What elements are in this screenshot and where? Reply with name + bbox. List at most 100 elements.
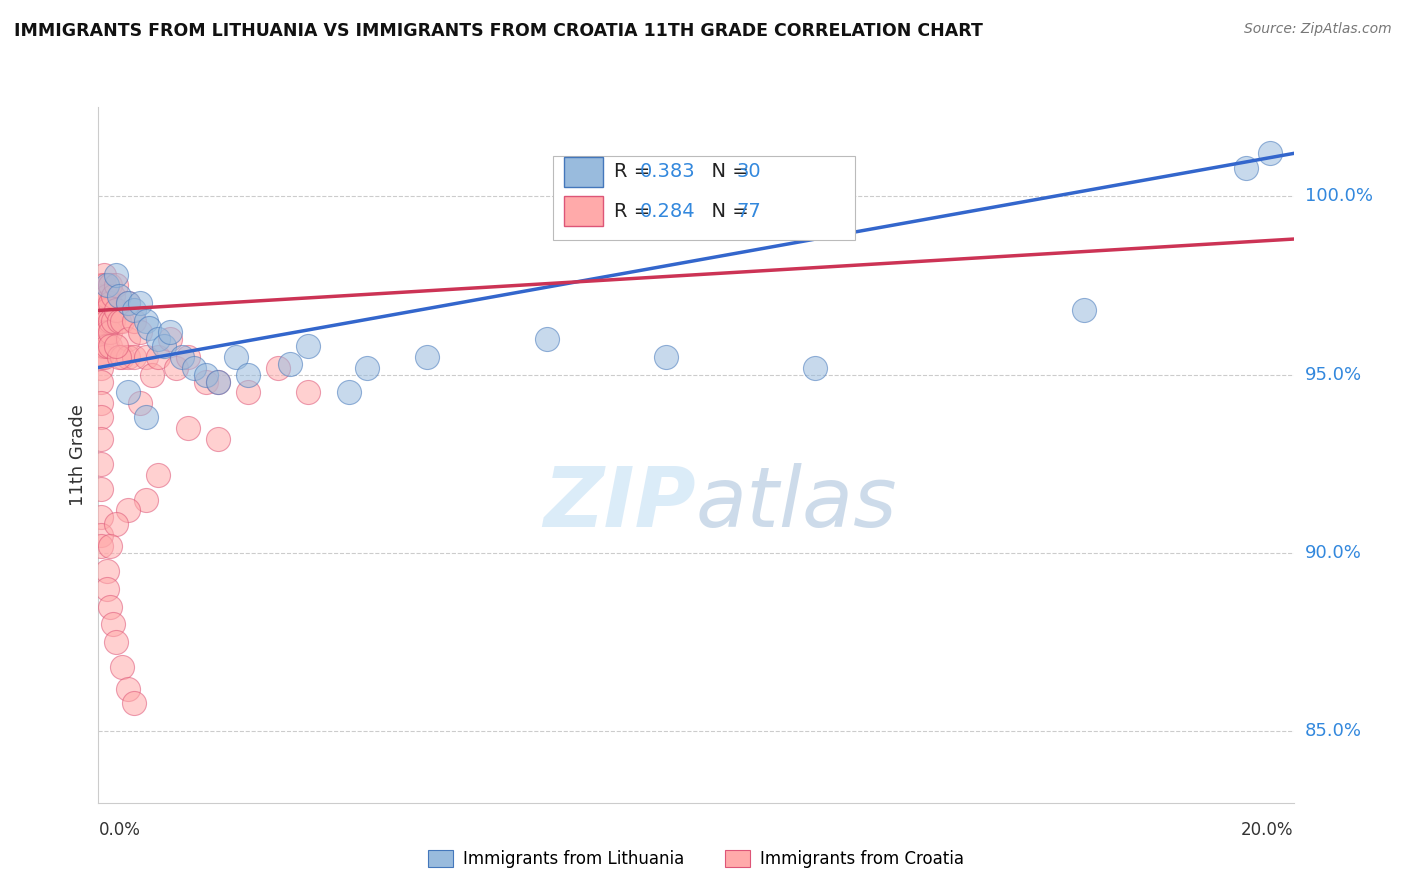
Point bbox=[90, 278, 112, 293]
Point bbox=[165, 360, 187, 375]
Text: N =: N = bbox=[699, 162, 755, 181]
Point bbox=[148, 350, 170, 364]
Point bbox=[105, 635, 128, 649]
Point bbox=[183, 360, 205, 375]
Point bbox=[105, 517, 128, 532]
Point bbox=[96, 303, 118, 318]
Point bbox=[108, 289, 131, 303]
Point bbox=[124, 350, 146, 364]
Point bbox=[96, 582, 118, 596]
Point bbox=[1258, 146, 1281, 161]
Point bbox=[207, 375, 229, 389]
Point bbox=[105, 339, 128, 353]
Point bbox=[111, 314, 134, 328]
Point bbox=[111, 660, 134, 674]
Point bbox=[278, 357, 301, 371]
Text: 30: 30 bbox=[737, 162, 762, 181]
Text: 77: 77 bbox=[737, 202, 762, 220]
Point bbox=[96, 289, 118, 303]
Y-axis label: 11th Grade: 11th Grade bbox=[69, 404, 87, 506]
Text: 85.0%: 85.0% bbox=[1305, 723, 1361, 740]
Point bbox=[536, 332, 558, 346]
Point bbox=[108, 350, 131, 364]
Text: 20.0%: 20.0% bbox=[1241, 821, 1294, 838]
Point bbox=[96, 325, 118, 339]
Point bbox=[207, 432, 229, 446]
Point bbox=[159, 332, 181, 346]
Point bbox=[236, 368, 259, 382]
Point bbox=[90, 482, 112, 496]
Point bbox=[135, 314, 157, 328]
Point bbox=[207, 375, 229, 389]
Point bbox=[655, 350, 678, 364]
Point bbox=[93, 350, 115, 364]
Text: 0.0%: 0.0% bbox=[98, 821, 141, 838]
Text: IMMIGRANTS FROM LITHUANIA VS IMMIGRANTS FROM CROATIA 11TH GRADE CORRELATION CHAR: IMMIGRANTS FROM LITHUANIA VS IMMIGRANTS … bbox=[14, 22, 983, 40]
Point bbox=[90, 432, 112, 446]
Point bbox=[90, 303, 112, 318]
Point bbox=[297, 339, 319, 353]
Point bbox=[93, 339, 115, 353]
Point bbox=[267, 360, 290, 375]
Point bbox=[804, 360, 827, 375]
Point bbox=[117, 681, 139, 696]
Legend: Immigrants from Lithuania, Immigrants from Croatia: Immigrants from Lithuania, Immigrants fr… bbox=[420, 843, 972, 874]
Point bbox=[172, 350, 194, 364]
Point bbox=[90, 457, 112, 471]
Point bbox=[98, 314, 122, 328]
Point bbox=[148, 467, 170, 482]
Point bbox=[135, 492, 157, 507]
Point bbox=[138, 321, 160, 335]
Point bbox=[297, 385, 319, 400]
Point bbox=[194, 375, 218, 389]
Point bbox=[90, 360, 112, 375]
Point bbox=[98, 539, 122, 553]
Point bbox=[90, 510, 112, 524]
Point bbox=[103, 289, 125, 303]
Point bbox=[141, 368, 163, 382]
Point bbox=[90, 396, 112, 410]
Point bbox=[93, 296, 115, 310]
Text: R =: R = bbox=[614, 202, 657, 220]
Point bbox=[90, 375, 112, 389]
Point bbox=[225, 350, 247, 364]
Point bbox=[90, 289, 112, 303]
Point bbox=[90, 339, 112, 353]
Point bbox=[153, 339, 176, 353]
Point bbox=[90, 314, 112, 328]
Point bbox=[90, 410, 112, 425]
Point bbox=[108, 314, 131, 328]
Point bbox=[117, 385, 139, 400]
Point bbox=[96, 564, 118, 578]
Point bbox=[98, 325, 122, 339]
Point bbox=[103, 617, 125, 632]
Point bbox=[356, 360, 378, 375]
Point bbox=[90, 350, 112, 364]
Point bbox=[96, 339, 118, 353]
Point bbox=[117, 296, 139, 310]
Text: ZIP: ZIP bbox=[543, 463, 696, 544]
Point bbox=[90, 539, 112, 553]
Point bbox=[98, 339, 122, 353]
Text: atlas: atlas bbox=[696, 463, 897, 544]
Point bbox=[103, 314, 125, 328]
Point bbox=[124, 303, 146, 318]
Point bbox=[177, 350, 200, 364]
Text: R =: R = bbox=[614, 162, 657, 181]
Point bbox=[93, 303, 115, 318]
Point bbox=[416, 350, 439, 364]
Text: 0.284: 0.284 bbox=[640, 202, 696, 220]
Point bbox=[96, 314, 118, 328]
Point bbox=[129, 325, 152, 339]
Point bbox=[117, 503, 139, 517]
Point bbox=[148, 332, 170, 346]
Text: 95.0%: 95.0% bbox=[1305, 366, 1362, 384]
Point bbox=[177, 421, 200, 435]
Point bbox=[98, 296, 122, 310]
Point bbox=[124, 314, 146, 328]
Point bbox=[98, 278, 122, 293]
Text: Source: ZipAtlas.com: Source: ZipAtlas.com bbox=[1244, 22, 1392, 37]
Point bbox=[111, 350, 134, 364]
Point bbox=[90, 325, 112, 339]
Point bbox=[135, 350, 157, 364]
